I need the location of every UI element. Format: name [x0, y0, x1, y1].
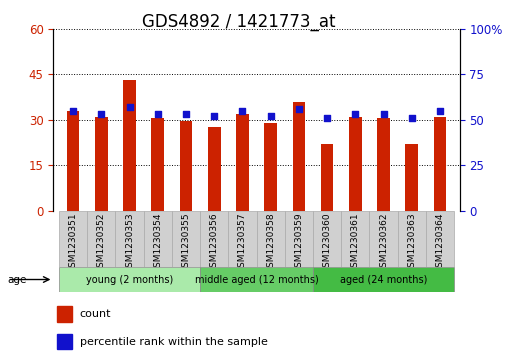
Bar — [200, 211, 228, 267]
Bar — [87, 211, 115, 267]
Point — [351, 111, 359, 117]
Point — [154, 111, 162, 117]
Point — [436, 108, 444, 114]
Point — [182, 111, 190, 117]
Point — [323, 115, 331, 121]
Point — [379, 111, 388, 117]
Text: GSM1230351: GSM1230351 — [69, 212, 78, 273]
Text: aged (24 months): aged (24 months) — [340, 274, 427, 285]
Bar — [293, 102, 305, 211]
Bar — [405, 144, 418, 211]
Bar — [95, 117, 108, 211]
Bar — [434, 117, 447, 211]
Bar — [144, 211, 172, 267]
Bar — [426, 211, 454, 267]
Point — [69, 108, 77, 114]
Text: middle aged (12 months): middle aged (12 months) — [195, 274, 319, 285]
Text: GSM1230355: GSM1230355 — [181, 212, 190, 273]
Bar — [313, 267, 454, 292]
Point — [125, 104, 134, 110]
Point — [238, 108, 246, 114]
Text: GSM1230362: GSM1230362 — [379, 212, 388, 273]
Bar — [180, 121, 193, 211]
Text: GSM1230354: GSM1230354 — [153, 212, 162, 273]
Text: age: age — [8, 274, 27, 285]
Bar — [200, 267, 313, 292]
Bar — [123, 81, 136, 211]
Bar — [59, 211, 87, 267]
Bar — [321, 144, 333, 211]
Bar — [151, 118, 164, 211]
Bar — [172, 211, 200, 267]
Point — [408, 115, 416, 121]
Text: percentile rank within the sample: percentile rank within the sample — [80, 337, 268, 347]
Bar — [236, 114, 249, 211]
Bar — [115, 211, 144, 267]
Bar — [349, 117, 362, 211]
Bar — [57, 306, 72, 322]
Text: GSM1230352: GSM1230352 — [97, 212, 106, 273]
Bar — [285, 211, 313, 267]
Text: GSM1230359: GSM1230359 — [294, 212, 303, 273]
Bar — [228, 211, 257, 267]
Point — [210, 113, 218, 119]
Text: GSM1230360: GSM1230360 — [323, 212, 332, 273]
Bar — [257, 211, 285, 267]
Bar — [57, 334, 72, 349]
Bar — [377, 118, 390, 211]
Bar — [398, 211, 426, 267]
Bar — [67, 111, 79, 211]
Text: GSM1230353: GSM1230353 — [125, 212, 134, 273]
Point — [267, 113, 275, 119]
Text: GSM1230356: GSM1230356 — [210, 212, 219, 273]
Bar — [369, 211, 398, 267]
Point — [97, 111, 105, 117]
Bar — [341, 211, 369, 267]
Text: young (2 months): young (2 months) — [86, 274, 173, 285]
Bar — [264, 123, 277, 211]
Text: count: count — [80, 309, 111, 319]
Text: GSM1230364: GSM1230364 — [435, 212, 444, 273]
Text: GSM1230357: GSM1230357 — [238, 212, 247, 273]
Bar — [313, 211, 341, 267]
Bar — [59, 267, 200, 292]
Text: GSM1230363: GSM1230363 — [407, 212, 416, 273]
Text: GSM1230361: GSM1230361 — [351, 212, 360, 273]
Text: GSM1230358: GSM1230358 — [266, 212, 275, 273]
Text: GDS4892 / 1421773_at: GDS4892 / 1421773_at — [142, 13, 335, 31]
Bar — [208, 127, 220, 211]
Point — [295, 106, 303, 112]
